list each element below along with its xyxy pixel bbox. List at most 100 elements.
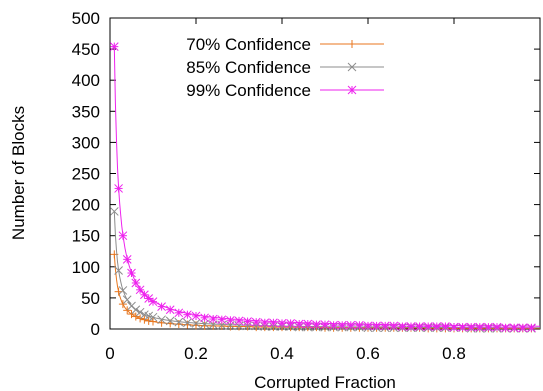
data-point xyxy=(312,320,321,329)
data-point xyxy=(234,316,244,326)
data-point xyxy=(449,322,459,332)
data-point xyxy=(243,317,252,326)
legend-marker xyxy=(347,85,357,95)
data-point xyxy=(380,321,390,331)
series-3 xyxy=(109,42,540,333)
data-point xyxy=(131,312,140,321)
y-tick-label: 350 xyxy=(72,102,100,121)
data-point xyxy=(174,308,184,318)
data-point xyxy=(475,322,485,332)
data-point xyxy=(127,310,136,319)
data-point xyxy=(243,321,252,331)
data-point xyxy=(406,322,416,331)
data-point xyxy=(415,322,424,331)
data-point xyxy=(320,320,330,329)
series-line xyxy=(113,254,540,329)
data-point xyxy=(135,285,145,295)
data-point xyxy=(131,305,141,315)
axis-ticks: 0 50 100 150 200 250 300 350 400 450 500 0 0.2 0.4 0.6… xyxy=(72,9,540,363)
legend: 70% Confidence 85% Confidence 99% Confiden… xyxy=(186,35,384,100)
series-2 xyxy=(109,207,540,333)
y-tick-label: 100 xyxy=(72,258,100,277)
data-point xyxy=(118,300,127,309)
series-layer xyxy=(109,42,540,333)
x-tick-label: 0.6 xyxy=(356,344,380,363)
data-point xyxy=(346,320,356,330)
data-point xyxy=(109,42,119,51)
data-point xyxy=(136,314,145,323)
y-tick-label: 50 xyxy=(81,289,100,308)
data-point xyxy=(191,319,201,328)
data-point xyxy=(458,322,467,332)
data-point xyxy=(109,207,119,216)
series-1 xyxy=(110,250,540,333)
data-point xyxy=(123,306,132,315)
y-tick-label: 200 xyxy=(72,196,100,215)
data-point xyxy=(466,322,476,332)
data-point xyxy=(277,319,287,328)
data-point xyxy=(251,317,261,327)
legend-label: 70% Confidence xyxy=(186,35,311,54)
y-tick-label: 300 xyxy=(72,133,100,152)
data-point xyxy=(286,319,295,328)
data-point xyxy=(114,266,123,275)
data-point xyxy=(165,305,175,315)
legend-label: 85% Confidence xyxy=(186,58,311,77)
data-point xyxy=(122,254,132,264)
data-point xyxy=(294,319,304,329)
data-point xyxy=(355,320,364,330)
x-tick-label: 0.4 xyxy=(270,344,294,363)
data-point xyxy=(118,231,128,241)
data-point xyxy=(337,320,347,330)
data-point xyxy=(183,310,192,320)
data-point xyxy=(398,322,407,331)
data-point xyxy=(131,278,141,288)
data-point xyxy=(144,316,153,325)
data-point xyxy=(127,268,136,278)
data-point xyxy=(389,321,399,331)
data-point xyxy=(209,321,218,330)
y-tick-label: 400 xyxy=(72,71,100,90)
data-point xyxy=(148,297,158,306)
series-line xyxy=(113,46,540,327)
data-point xyxy=(217,315,227,325)
series-line xyxy=(113,211,540,329)
x-tick-label: 0 xyxy=(105,344,114,363)
plot-frame xyxy=(109,17,541,330)
data-point xyxy=(518,323,528,333)
data-point xyxy=(441,322,450,331)
data-point xyxy=(329,320,338,330)
legend-marker xyxy=(347,62,357,72)
y-axis-title: Number of Blocks xyxy=(9,106,28,240)
y-tick-label: 500 xyxy=(72,9,100,28)
data-point xyxy=(135,307,145,317)
data-point xyxy=(183,318,192,328)
data-point xyxy=(527,323,536,333)
data-point xyxy=(226,315,235,325)
data-point xyxy=(432,322,442,331)
data-point xyxy=(492,322,502,332)
data-point xyxy=(269,318,278,328)
data-point xyxy=(484,322,493,332)
data-point xyxy=(200,313,209,323)
x-tick-label: 0.2 xyxy=(184,344,208,363)
data-point xyxy=(200,319,209,329)
y-tick-label: 0 xyxy=(91,320,100,339)
data-point xyxy=(148,312,158,322)
data-point xyxy=(157,302,166,311)
data-point xyxy=(363,321,373,331)
data-point xyxy=(149,317,157,326)
data-point xyxy=(114,184,123,193)
data-point xyxy=(423,322,433,331)
y-tick-label: 150 xyxy=(72,227,100,246)
data-point xyxy=(303,319,313,329)
data-point xyxy=(118,286,128,295)
data-point xyxy=(174,317,184,327)
data-point xyxy=(140,315,149,324)
x-tick-label: 0.8 xyxy=(442,344,466,363)
data-point xyxy=(372,321,381,331)
legend-label: 99% Confidence xyxy=(186,81,311,100)
legend-marker xyxy=(348,40,356,48)
data-point xyxy=(157,315,166,325)
